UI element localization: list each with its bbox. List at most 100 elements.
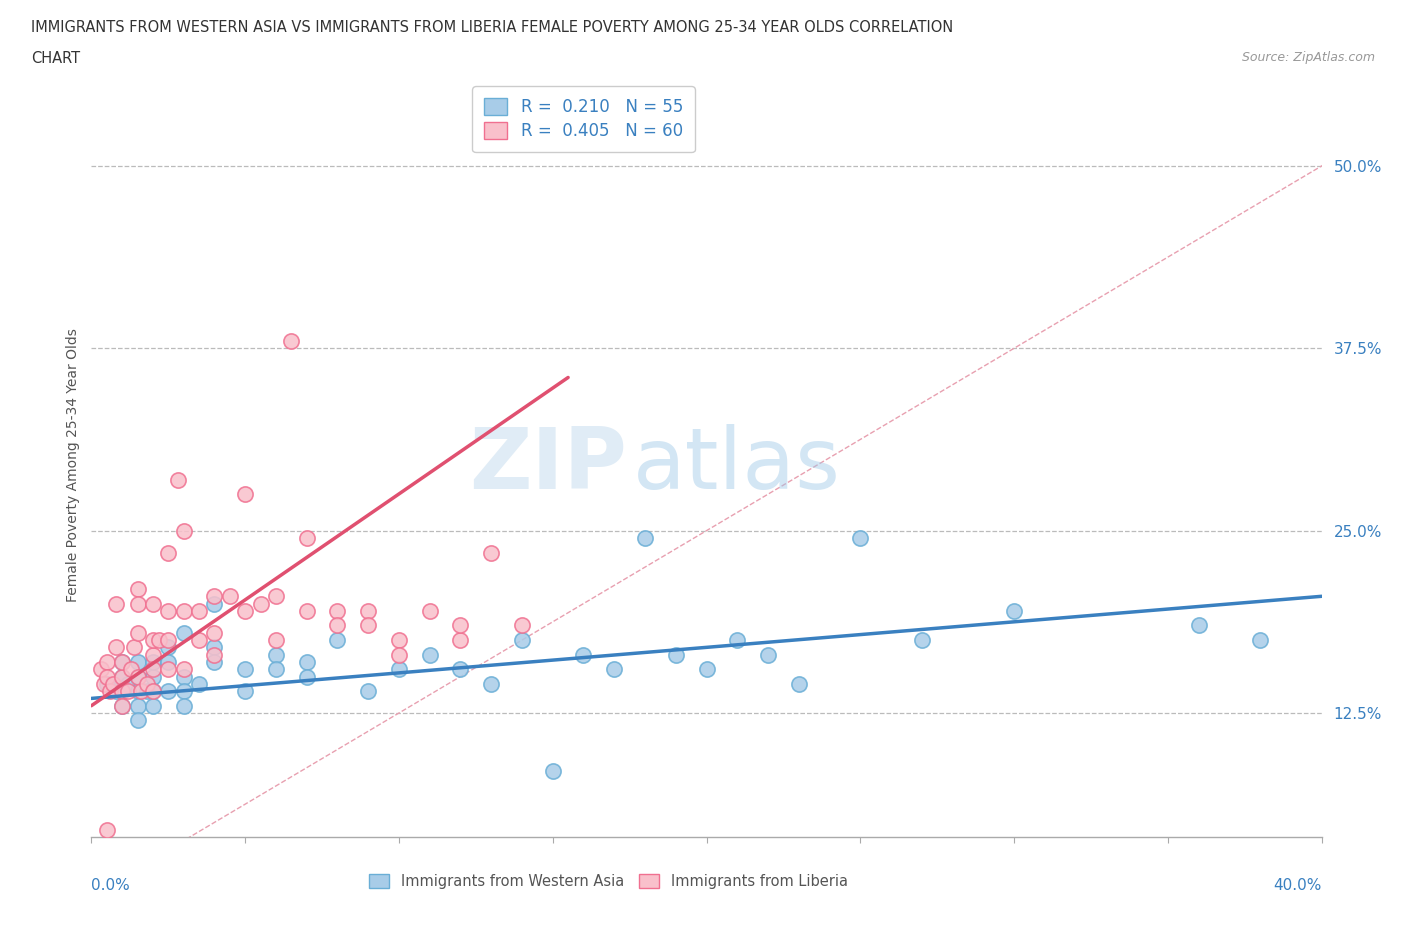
Point [357,604,380,618]
Point [188,632,211,647]
Legend: Immigrants from Western Asia, Immigrants from Liberia: Immigrants from Western Asia, Immigrants… [361,867,855,897]
Point [419,647,441,662]
Point [233,662,256,677]
Point [449,618,471,633]
Point [202,625,225,640]
Point [388,662,411,677]
Point [911,632,934,647]
Point [295,669,318,684]
Point [696,662,718,677]
Point [233,684,256,698]
Point [202,647,225,662]
Point [173,524,195,538]
Point [173,698,195,713]
Point [233,486,256,501]
Point [264,662,287,677]
Point [111,669,134,684]
Point [142,632,165,647]
Point [264,647,287,662]
Point [166,472,188,487]
Point [510,618,533,633]
Point [96,655,118,670]
Point [111,684,134,698]
Point [264,632,287,647]
Point [479,545,502,560]
Point [142,596,165,611]
Point [96,676,118,691]
Point [111,655,134,670]
Point [233,604,256,618]
Point [326,632,349,647]
Point [479,676,502,691]
Point [157,684,180,698]
Point [1187,618,1209,633]
Point [157,604,180,618]
Point [388,632,411,647]
Point [127,698,149,713]
Point [202,640,225,655]
Point [142,647,165,662]
Point [127,713,149,728]
Point [105,640,127,655]
Point [1002,604,1025,618]
Point [142,684,165,698]
Point [157,545,180,560]
Point [105,684,127,698]
Point [111,698,134,713]
Point [90,662,112,677]
Point [295,655,318,670]
Point [280,334,302,349]
Y-axis label: Female Poverty Among 25-34 Year Olds: Female Poverty Among 25-34 Year Olds [66,328,80,602]
Point [117,676,139,691]
Point [98,684,121,698]
Point [202,589,225,604]
Point [510,632,533,647]
Point [157,662,180,677]
Point [127,581,149,596]
Point [295,530,318,545]
Point [326,618,349,633]
Point [105,596,127,611]
Text: Source: ZipAtlas.com: Source: ZipAtlas.com [1241,51,1375,64]
Point [96,669,118,684]
Text: IMMIGRANTS FROM WESTERN ASIA VS IMMIGRANTS FROM LIBERIA FEMALE POVERTY AMONG 25-: IMMIGRANTS FROM WESTERN ASIA VS IMMIGRAN… [31,20,953,35]
Point [93,676,115,691]
Point [157,655,180,670]
Point [173,625,195,640]
Point [148,632,170,647]
Point [634,530,657,545]
Point [388,647,411,662]
Point [188,604,211,618]
Point [449,662,471,677]
Point [127,625,149,640]
Text: ZIP: ZIP [468,423,627,507]
Point [849,530,872,545]
Point [264,589,287,604]
Point [127,669,149,684]
Point [787,676,810,691]
Point [295,604,318,618]
Point [135,684,157,698]
Point [96,822,118,837]
Point [127,596,149,611]
Point [173,684,195,698]
Point [572,647,595,662]
Point [157,632,180,647]
Point [111,684,134,698]
Text: 0.0%: 0.0% [91,878,131,893]
Point [326,604,349,618]
Point [111,698,134,713]
Point [188,676,211,691]
Point [142,684,165,698]
Point [129,684,152,698]
Point [357,618,380,633]
Point [665,647,688,662]
Point [142,669,165,684]
Point [142,698,165,713]
Point [142,662,165,677]
Point [127,655,149,670]
Point [173,604,195,618]
Text: 40.0%: 40.0% [1274,878,1322,893]
Point [357,684,380,698]
Point [173,669,195,684]
